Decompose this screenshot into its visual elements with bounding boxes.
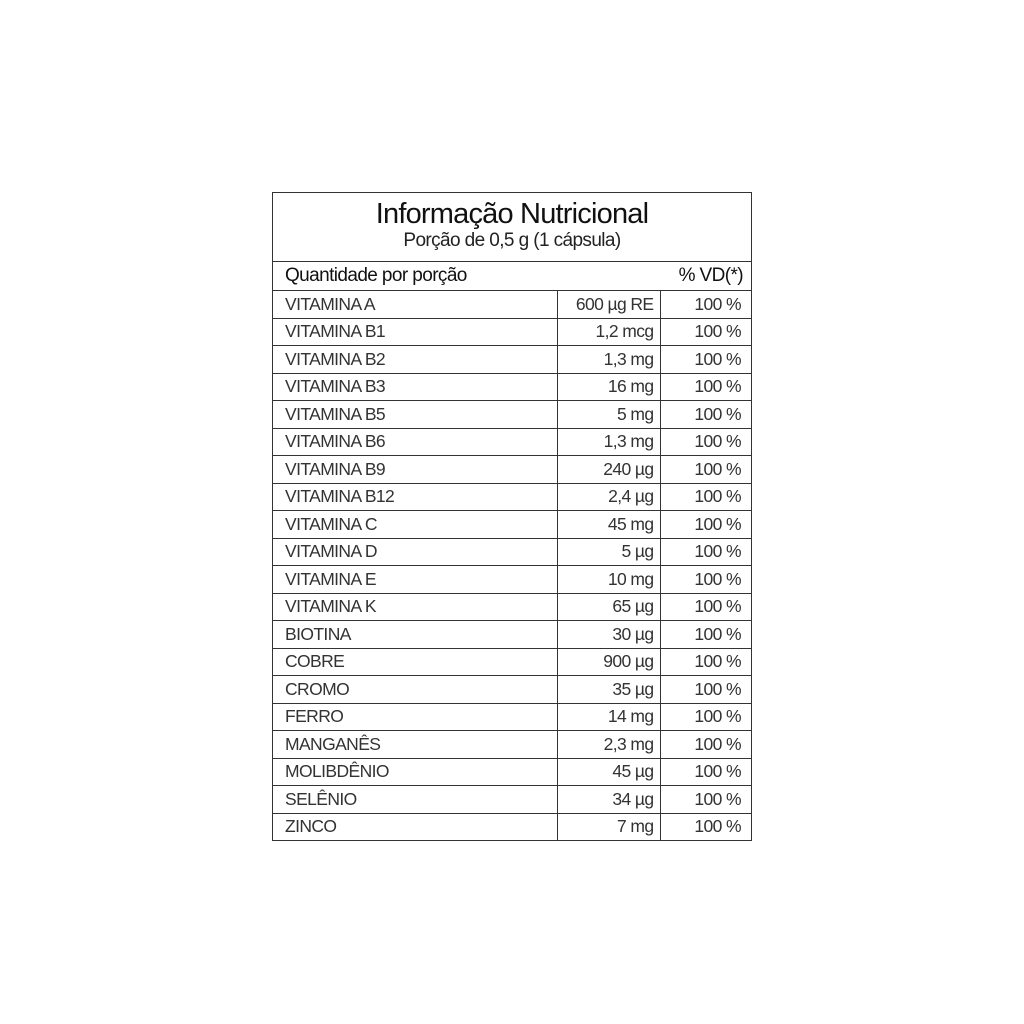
table-row: BIOTINA 30 µg 100 % <box>273 620 751 648</box>
table-row: VITAMINA B6 1,3 mg 100 % <box>273 427 751 456</box>
nutrient-vd: 100 % <box>660 785 751 813</box>
nutrient-amount: 34 µg <box>556 785 661 813</box>
nutrient-name: CROMO <box>273 675 557 703</box>
nutrient-vd: 100 % <box>694 293 741 314</box>
nutrient-amount: 7 mg <box>556 812 661 840</box>
table-row: FERRO 14 mg 100 % <box>273 702 751 731</box>
nutrient-name: FERRO <box>273 702 557 731</box>
nutrient-vd: 100 % <box>660 647 751 676</box>
nutrient-amount: 14 mg <box>556 702 661 731</box>
nutrient-amount: 900 µg <box>556 647 661 676</box>
nutrient-name: VITAMINA B2 <box>273 345 557 373</box>
nutrient-name: MOLIBDÊNIO <box>273 757 557 786</box>
nutrient-name: BIOTINA <box>273 620 557 648</box>
nutrient-amount: 5 mg <box>556 400 661 428</box>
nutrient-vd: 100 % <box>660 702 751 731</box>
nutrient-name: VITAMINA C <box>273 510 557 538</box>
column-header: Quantidade por porção % VD(*) <box>273 262 751 291</box>
nutrient-amount: 1,3 mg <box>556 427 661 456</box>
table-row: VITAMINA B5 5 mg 100 % <box>273 400 751 428</box>
nutrient-amount: 240 µg <box>556 455 661 483</box>
nutrient-name: VITAMINA K <box>273 592 557 621</box>
table-row: VITAMINA B2 1,3 mg 100 % <box>273 345 751 373</box>
table-row: VITAMINA B3 16 mg 100 % <box>273 372 751 401</box>
nutrient-amount: 600 µg RE <box>556 291 661 318</box>
nutrient-vd: 100 % <box>660 620 751 648</box>
table-row: VITAMINA B9 240 µg 100 % <box>273 455 751 483</box>
table-row: MANGANÊS 2,3 mg 100 % <box>273 730 751 758</box>
nutrient-vd: 100 % <box>660 427 751 456</box>
nutrient-amount: 16 mg <box>556 372 661 401</box>
nutrient-name: COBRE <box>273 647 557 676</box>
nutrient-amount: 1,3 mg <box>556 345 661 373</box>
title-block: Informação Nutricional Porção de 0,5 g (… <box>273 193 751 262</box>
table-title: Informação Nutricional <box>375 198 649 230</box>
nutrient-vd: 100 % <box>660 510 751 538</box>
nutrient-amount: 1,2 mcg <box>556 317 661 346</box>
table-row: SELÊNIO 34 µg 100 % <box>273 785 751 813</box>
table-row: VITAMINA K 65 µg 100 % <box>273 592 751 621</box>
nutrient-vd: 100 % <box>660 757 751 786</box>
nutrient-name: VITAMINA A <box>285 293 376 314</box>
serving-size: Porção de 0,5 g (1 cápsula) <box>403 230 621 251</box>
nutrient-name: SELÊNIO <box>273 785 557 813</box>
nutrition-facts-table: Informação Nutricional Porção de 0,5 g (… <box>272 192 752 841</box>
nutrient-name: ZINCO <box>273 812 557 840</box>
nutrient-vd: 100 % <box>660 400 751 428</box>
nutrient-vd: 100 % <box>660 317 751 346</box>
nutrient-amount: 5 µg <box>556 537 661 566</box>
nutrient-vd: 100 % <box>660 537 751 566</box>
nutrient-name: VITAMINA B3 <box>273 372 557 401</box>
nutrient-name: VITAMINA B1 <box>273 317 557 346</box>
table-row: VITAMINA C 45 mg 100 % <box>273 510 751 538</box>
table-row: VITAMINA B12 2,4 µg 100 % <box>273 482 751 511</box>
nutrient-vd: 100 % <box>660 730 751 758</box>
table-row: VITAMINA B1 1,2 mcg 100 % <box>273 317 751 346</box>
table-row: COBRE 900 µg 100 % <box>273 647 751 676</box>
nutrient-vd: 100 % <box>660 482 751 511</box>
table-row: ZINCO 7 mg 100 % <box>273 812 751 840</box>
nutrient-amount: 45 mg <box>556 510 661 538</box>
nutrient-amount: 2,4 µg <box>556 482 661 511</box>
nutrient-name: VITAMINA B12 <box>273 482 557 511</box>
nutrient-amount: 35 µg <box>556 675 661 703</box>
nutrient-name: VITAMINA D <box>273 537 557 566</box>
nutrient-amount: 65 µg <box>556 592 661 621</box>
nutrient-name: VITAMINA B9 <box>273 455 557 483</box>
nutrient-name: VITAMINA B6 <box>273 427 557 456</box>
table-row: MOLIBDÊNIO 45 µg 100 % <box>273 757 751 786</box>
table-row: VITAMINA E 10 mg 100 % <box>273 565 751 593</box>
nutrient-vd: 100 % <box>660 592 751 621</box>
nutrient-vd: 100 % <box>660 345 751 373</box>
nutrient-name: MANGANÊS <box>273 730 557 758</box>
nutrient-vd: 100 % <box>660 675 751 703</box>
nutrient-amount: 30 µg <box>556 620 661 648</box>
table-row: VITAMINA A 600 µg RE 100 % <box>273 291 751 318</box>
nutrient-table: VITAMINA A 600 µg RE 100 % VITAMINA B1 1,2 m… <box>273 291 751 840</box>
table-row: CROMO 35 µg 100 % <box>273 675 751 703</box>
nutrient-vd: 100 % <box>660 565 751 593</box>
header-vd: % VD(*) <box>678 265 744 286</box>
nutrient-amount: 10 mg <box>556 565 661 593</box>
header-quantity: Quantidade por porção <box>285 265 467 286</box>
nutrient-name: VITAMINA B5 <box>273 400 557 428</box>
nutrient-name: VITAMINA E <box>273 565 557 593</box>
nutrient-vd: 100 % <box>660 372 751 401</box>
nutrient-vd: 100 % <box>660 455 751 483</box>
nutrient-amount: 45 µg <box>556 757 661 786</box>
nutrient-vd: 100 % <box>660 812 751 840</box>
nutrient-amount: 2,3 mg <box>556 730 661 758</box>
